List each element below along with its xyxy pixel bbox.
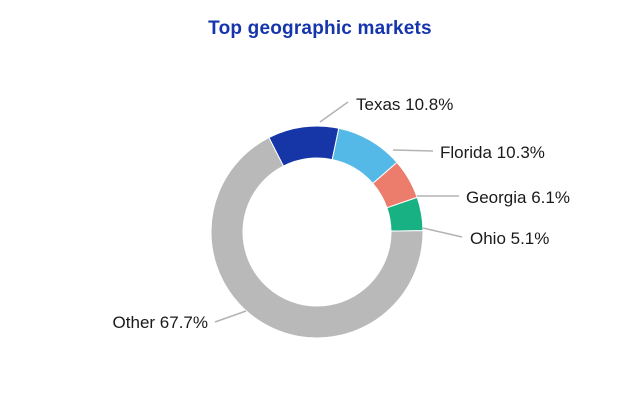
leader-line-other — [214, 310, 247, 323]
slice-label-texas: Texas 10.8% — [356, 95, 453, 114]
leader-line-texas — [319, 101, 349, 123]
slice-label-other: Other 67.7% — [113, 313, 208, 332]
slice-label-florida: Florida 10.3% — [440, 143, 545, 162]
slice-label-ohio: Ohio 5.1% — [470, 229, 549, 248]
slice-label-georgia: Georgia 6.1% — [466, 188, 570, 207]
leader-line-ohio — [422, 227, 463, 238]
chart-title: Top geographic markets — [208, 18, 432, 39]
slice-other — [210, 136, 424, 339]
leader-line-florida — [392, 149, 434, 152]
